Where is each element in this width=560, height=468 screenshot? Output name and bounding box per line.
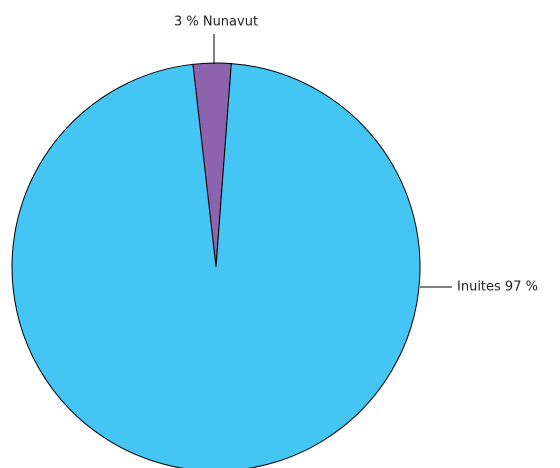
pie-slice <box>11 63 421 468</box>
slice-label: 3 % Nunavut <box>174 15 258 30</box>
slice-label: Inuites 97 % <box>457 280 538 295</box>
